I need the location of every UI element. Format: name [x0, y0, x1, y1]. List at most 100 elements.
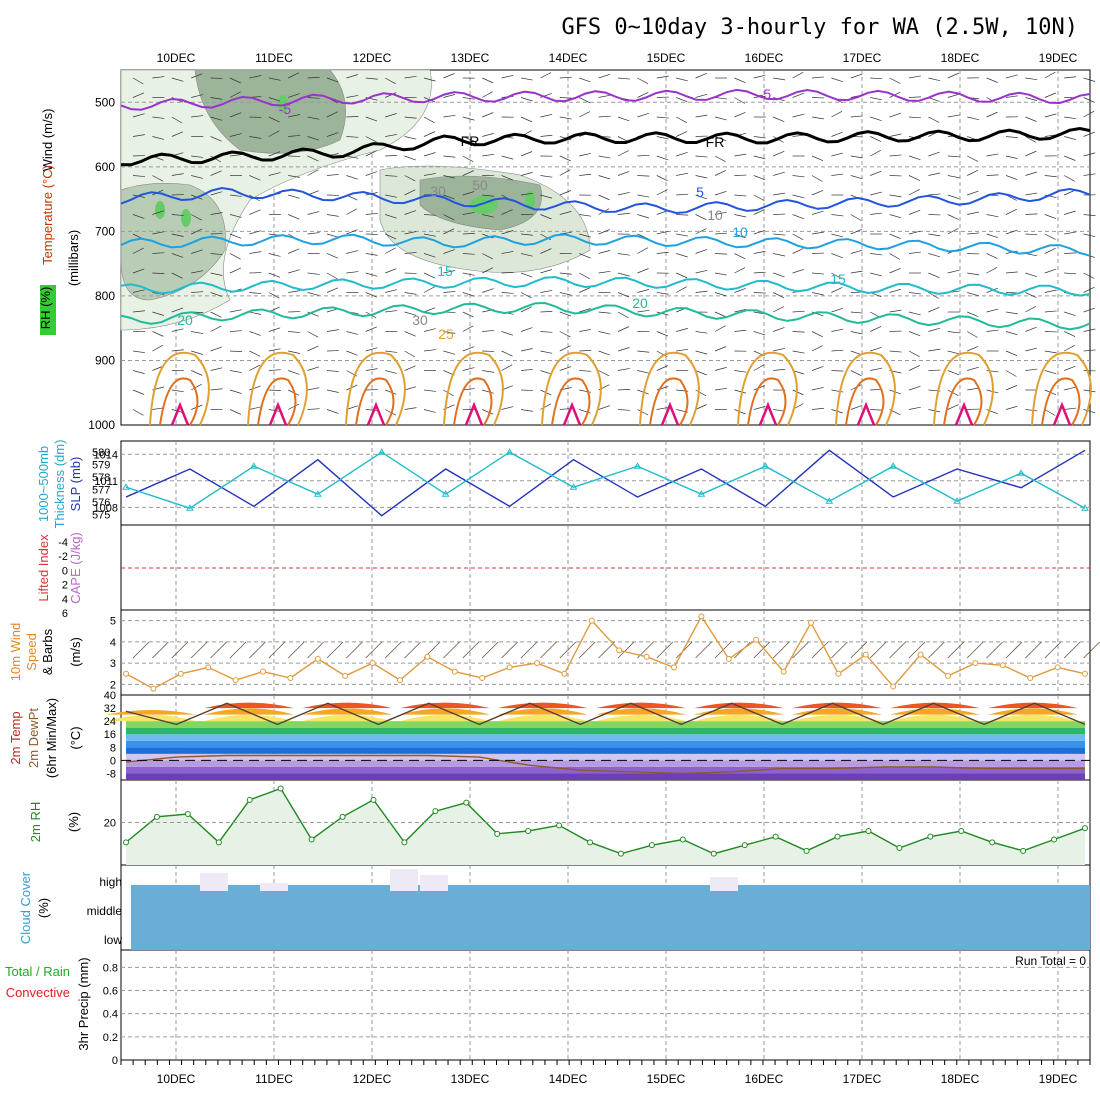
wind-barb — [947, 72, 959, 79]
wind-barb — [443, 214, 455, 221]
wind-barb — [1064, 345, 1075, 352]
wind-barb — [908, 116, 921, 119]
wind-barb — [443, 73, 455, 79]
wind-barb — [482, 288, 494, 293]
wind-barb — [773, 306, 785, 313]
rh-legend-swatch — [40, 285, 56, 335]
cloud-high-gap-3 — [420, 875, 448, 891]
wind-barb — [986, 174, 999, 176]
wind-barb — [753, 292, 766, 294]
wind-barb — [1025, 192, 1038, 196]
temp-warm-fill — [890, 702, 980, 709]
wind-barb — [326, 409, 339, 414]
wind-barb — [288, 93, 300, 98]
wind-barb — [714, 97, 727, 100]
rh2m-point — [927, 833, 934, 840]
wind-barb — [714, 116, 727, 121]
wind-barb — [714, 367, 727, 371]
wind-barb — [482, 194, 495, 197]
wind-barb — [191, 270, 204, 274]
wind-barb — [753, 136, 766, 139]
wind-barb — [1083, 328, 1096, 332]
wind-barb — [210, 388, 223, 391]
wind-barb — [288, 269, 300, 274]
wind-barb — [307, 136, 320, 141]
wind10-barb — [753, 641, 771, 659]
wind-barb — [792, 310, 805, 313]
rh2m-point — [401, 839, 408, 846]
wind-barb — [462, 272, 475, 276]
slp-tick: 1011 — [94, 476, 118, 488]
thickness-point — [825, 497, 834, 504]
precip-panel: 0.8 0.6 0.4 0.2 0 — [103, 962, 1090, 1067]
wind-barb — [695, 228, 707, 235]
day-label-bottom: 19DEC — [1039, 1072, 1078, 1086]
wind-barb — [1044, 310, 1057, 313]
temp2m-tick: 40 — [104, 690, 116, 702]
temp2m-tick: -8 — [106, 768, 116, 780]
wind-barb — [850, 331, 863, 335]
wind-barb — [870, 253, 883, 256]
wind-barb — [831, 389, 844, 393]
wind-barb — [889, 154, 902, 157]
wind10-barb — [966, 641, 984, 659]
wind-barb — [734, 288, 746, 293]
wind-barb — [229, 194, 242, 197]
wind-barb — [1064, 365, 1076, 371]
temp-contour-25 — [541, 351, 602, 426]
rh2m-axis-unit: (%) — [66, 812, 81, 832]
wind-barb — [734, 389, 747, 394]
minmax-axis-title: (6hr Min/Max) — [44, 698, 59, 778]
wind-barb — [928, 306, 940, 313]
wind-barb — [132, 350, 145, 354]
wind-barb — [986, 214, 999, 218]
wind-barb — [249, 385, 261, 391]
wind-barb — [1025, 326, 1037, 332]
wind10-barb — [404, 641, 421, 659]
wind-barb — [579, 152, 591, 157]
wind-barb — [385, 233, 397, 240]
wind-barb — [676, 328, 688, 332]
wind-barb — [540, 134, 553, 137]
wind-barb — [404, 136, 417, 140]
rh2m-point — [865, 828, 872, 834]
wind-barb — [404, 231, 417, 235]
thickness-point — [889, 462, 898, 469]
rh2m-panel: 20 — [104, 785, 1090, 865]
wind-barb — [734, 308, 747, 313]
wind-barb — [831, 349, 844, 352]
wind-barb — [268, 97, 281, 102]
wind-barb — [1064, 210, 1076, 215]
wind-barb — [831, 111, 843, 118]
wind-barb — [288, 135, 301, 137]
temp2m-tick: 32 — [104, 703, 116, 715]
wind-barb — [1005, 74, 1018, 79]
li-tick: 0 — [62, 565, 68, 577]
wind-barb — [1044, 409, 1056, 416]
wind-barb — [1025, 409, 1038, 412]
wind-barb — [307, 331, 319, 338]
wind-barb — [811, 292, 824, 296]
wind10-panel: 5 4 3 2 — [110, 613, 1100, 692]
rh2m-point — [896, 845, 903, 851]
wind10-barb — [1083, 641, 1100, 659]
rh2m-point — [587, 839, 594, 846]
wind-barb — [656, 365, 668, 371]
wind-barb — [1025, 171, 1037, 176]
temp2m-axis-unit: (°C) — [68, 726, 83, 749]
rh2m-point — [1082, 825, 1088, 832]
wind-barb — [637, 112, 649, 118]
wind-barb — [1083, 110, 1095, 118]
wind-barb — [346, 116, 359, 118]
li-axis-title: Lifted Index — [36, 534, 51, 602]
wind10-point — [451, 668, 458, 675]
wind10-barb — [1025, 641, 1042, 659]
wind-barb — [462, 155, 474, 163]
wind-barb — [210, 136, 222, 142]
wind-barb — [326, 214, 339, 217]
wind-barb — [773, 192, 786, 196]
wind-barb — [501, 74, 514, 79]
wind10-barb — [229, 641, 247, 659]
thickness-point — [249, 462, 258, 469]
wind-barb — [210, 191, 223, 196]
